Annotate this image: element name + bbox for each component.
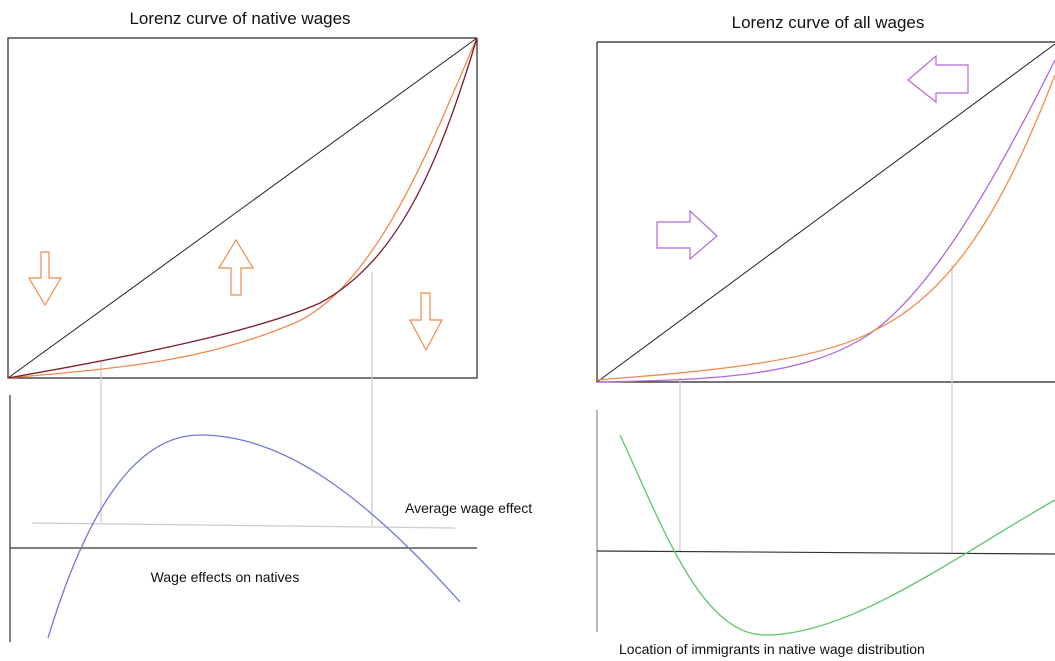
wage-effect-curve — [47, 434, 461, 639]
average-label: Average wage effect — [405, 500, 532, 516]
equality-line — [596, 43, 1055, 383]
down-arrow — [27, 251, 63, 307]
up-arrow — [217, 238, 255, 296]
lorenz-box — [7, 37, 478, 379]
right-title: Lorenz curve of all wages — [732, 13, 925, 32]
lorenz-curve-native — [596, 74, 1055, 381]
equality-line — [7, 37, 478, 379]
lorenz-curve-after — [7, 37, 478, 379]
down-arrow — [409, 292, 443, 352]
lorenz-curve-before — [7, 37, 478, 379]
location-label: Location of immigrants in native wage di… — [619, 641, 925, 657]
right-arrow — [656, 209, 718, 261]
average-line — [31, 522, 456, 529]
lorenz-curve-all — [596, 59, 1055, 383]
location-curve — [619, 434, 1055, 636]
x-axis — [596, 550, 1055, 555]
left-arrow — [907, 54, 969, 104]
effects-label: Wage effects on natives — [151, 569, 300, 585]
left-title: Lorenz curve of native wages — [129, 9, 350, 28]
